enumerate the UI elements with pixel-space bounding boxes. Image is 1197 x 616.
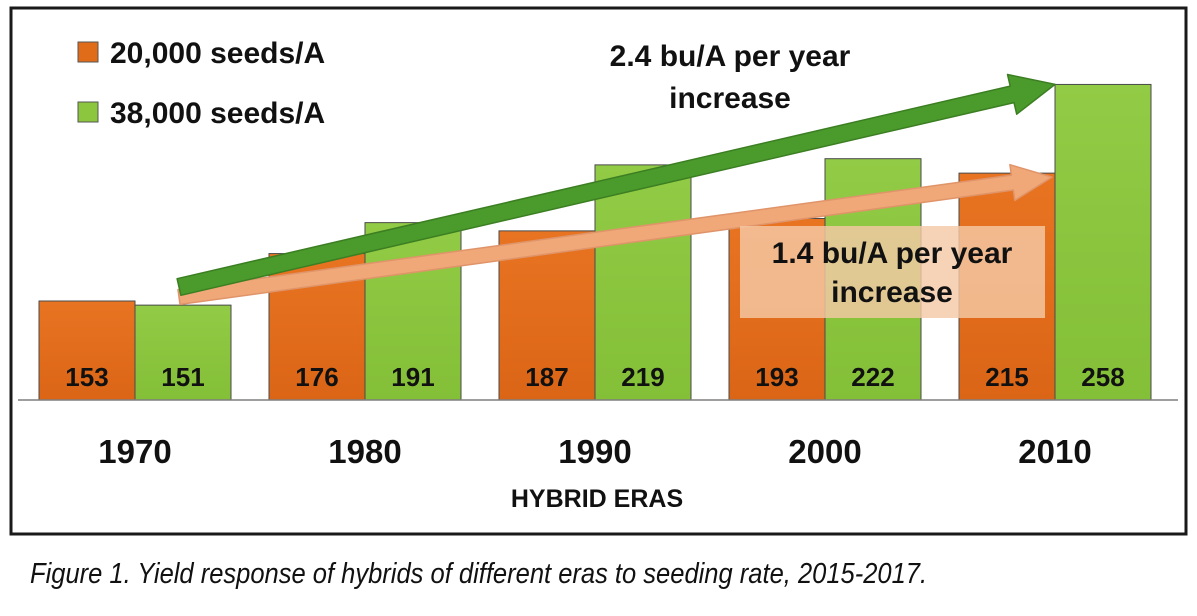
bar-2010-series-2	[1054, 83, 1152, 401]
trend-label-38000-line1: 2.4 bu/A per year	[610, 40, 851, 73]
bar-label-1980-series-1: 176	[295, 362, 338, 392]
x-tick-2000: 2000	[788, 433, 861, 470]
bar-label-1990-series-1: 187	[525, 362, 568, 392]
bar-1970-series-2	[134, 304, 232, 401]
x-tick-2010: 2010	[1018, 433, 1091, 470]
legend-swatch-series-2	[77, 101, 99, 123]
bar-label-1980-series-2: 191	[391, 362, 434, 392]
legend-swatch-series-1	[77, 41, 99, 63]
trend-arrow-20000	[177, 163, 1053, 306]
trend-arrow-38000	[176, 73, 1056, 297]
bar-label-2000-series-2: 222	[851, 362, 894, 392]
x-axis-label: HYBRID ERAS	[511, 485, 683, 513]
legend-label-series-2: 38,000 seeds/A	[110, 97, 325, 130]
x-tick-1970: 1970	[98, 433, 171, 470]
x-tick-1990: 1990	[558, 433, 631, 470]
trend-label-20000-line1: 1.4 bu/A per year	[772, 237, 1013, 270]
trend-label-20000-line2: increase	[831, 276, 953, 309]
x-tick-1980: 1980	[328, 433, 401, 470]
bar-label-1970-series-1: 153	[65, 362, 108, 392]
trend-label-20000-box	[740, 226, 1045, 318]
bar-label-1990-series-2: 219	[621, 362, 664, 392]
bar-label-2010-series-2: 258	[1081, 362, 1124, 392]
bar-label-2000-series-1: 193	[755, 362, 798, 392]
bar-label-1970-series-2: 151	[161, 362, 204, 392]
legend-label-series-1: 20,000 seeds/A	[110, 37, 325, 70]
trend-label-38000-line2: increase	[669, 82, 791, 115]
bar-label-2010-series-1: 215	[985, 362, 1028, 392]
figure-caption: Figure 1. Yield response of hybrids of d…	[30, 558, 928, 590]
bar-1970-series-1	[38, 300, 136, 401]
